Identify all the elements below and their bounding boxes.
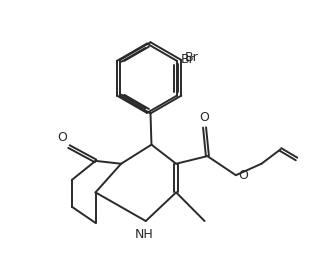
Text: O: O [200, 111, 210, 124]
Text: Br: Br [185, 51, 199, 64]
Text: Br: Br [181, 53, 194, 66]
Text: NH: NH [135, 228, 154, 241]
Text: O: O [58, 131, 67, 143]
Text: O: O [238, 169, 248, 182]
